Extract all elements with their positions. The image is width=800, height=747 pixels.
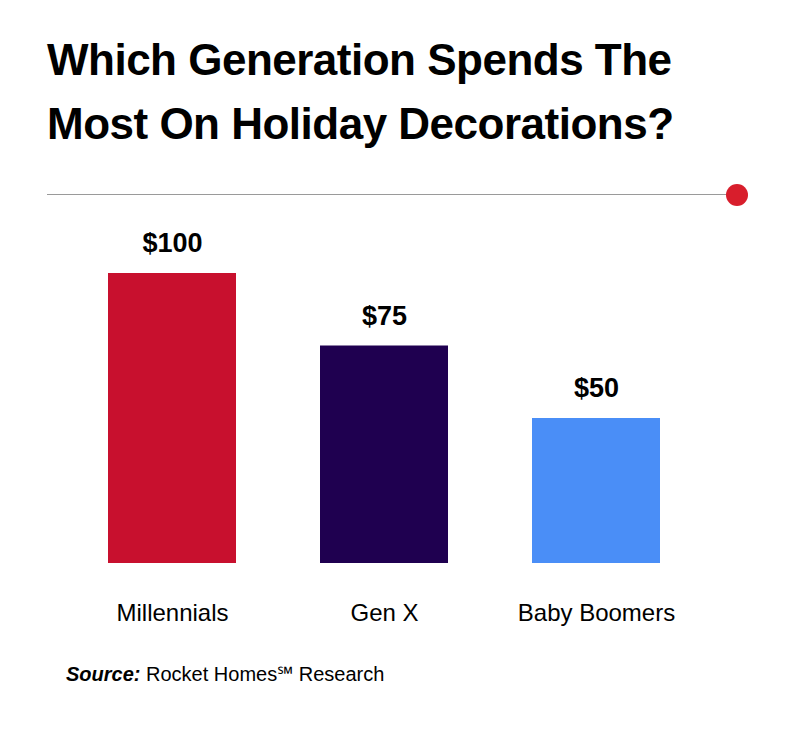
- html-text:Source: Rocket Homes℠ Research: Source: Rocket Homes℠ Research: [66, 663, 385, 685]
- svg-text:Gen X: Gen X: [350, 599, 418, 626]
- svg-text:Baby Boomers: Baby Boomers: [518, 599, 675, 626]
- svg-text:$50: $50: [574, 373, 619, 403]
- svg-text:$100: $100: [142, 228, 202, 258]
- svg-text:Millennials: Millennials: [116, 599, 228, 626]
- html-text:Which Generation Spends The Mo: Which Generation Spends The Most On Holi…: [47, 35, 674, 148]
- svg-text:$75: $75: [362, 301, 407, 331]
